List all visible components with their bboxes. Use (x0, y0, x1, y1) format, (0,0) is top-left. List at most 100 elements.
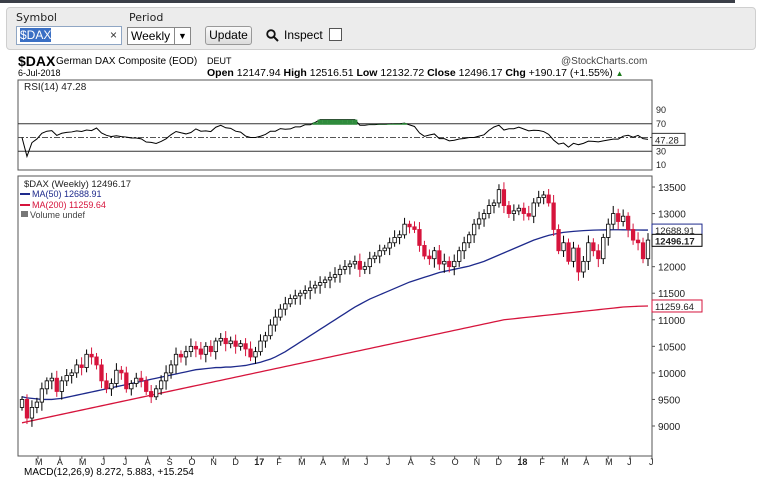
candle (403, 218, 406, 239)
candle-up (60, 381, 63, 392)
candle-up (30, 407, 33, 418)
candle (115, 363, 118, 387)
candle-down (413, 227, 416, 230)
price-tick-label: 9500 (658, 395, 681, 406)
candle (254, 347, 257, 364)
x-tick-label: A (583, 457, 589, 467)
candle-down (641, 243, 644, 259)
candle (487, 199, 490, 218)
candle (174, 348, 177, 374)
candle (502, 182, 505, 213)
candle-up (587, 243, 590, 262)
candle-down (125, 373, 128, 389)
candle-up (274, 317, 277, 325)
candle (229, 337, 232, 349)
candle (100, 359, 103, 388)
candle-down (527, 214, 530, 217)
candle-up (487, 206, 490, 214)
candle (85, 349, 88, 372)
candle-up (239, 344, 242, 347)
candle (95, 353, 98, 369)
candle-down (631, 229, 634, 240)
candle-down (105, 381, 108, 389)
x-tick-label: M (561, 457, 569, 467)
candle (105, 373, 108, 393)
candle-down (557, 229, 560, 250)
candle-up (20, 399, 23, 407)
x-tick-label: M (298, 457, 306, 467)
candle (363, 262, 366, 274)
rsi-overbought-fill (333, 120, 338, 125)
candle (55, 371, 58, 397)
candle-up (497, 190, 500, 203)
candle-up (318, 283, 321, 286)
candle (224, 331, 227, 351)
x-tick-label: N (474, 457, 481, 467)
candle-down (194, 346, 197, 349)
candle-up (169, 365, 172, 373)
candle (164, 365, 167, 389)
candle (149, 385, 152, 403)
rsi-overbought-fill (342, 120, 347, 125)
candle-down (408, 224, 411, 227)
candle (438, 245, 441, 270)
x-tick-label: 17 (254, 457, 264, 467)
candle-down (423, 245, 426, 256)
candle (20, 396, 23, 410)
candle (582, 256, 585, 278)
candle (30, 400, 33, 427)
x-tick-label: A (408, 457, 414, 467)
candle-up (532, 203, 535, 216)
candle-up (343, 267, 346, 270)
candle (621, 209, 624, 226)
x-tick-label: F (276, 457, 282, 467)
candle-down (234, 341, 237, 346)
candle-up (398, 235, 401, 238)
x-tick-label: A (145, 457, 151, 467)
candle-down (507, 206, 510, 214)
rsi-overbought-fill (387, 124, 392, 125)
candle-up (308, 288, 311, 291)
candle-down (502, 190, 505, 206)
candle (298, 290, 301, 305)
candle (184, 346, 187, 366)
rsi-tick-label: 30 (656, 146, 666, 156)
candle-up (512, 211, 515, 214)
candle (110, 378, 113, 396)
candle-up (264, 336, 267, 341)
volume-icon (21, 211, 28, 217)
close-tag-label: 12496.17 (655, 236, 695, 247)
candle (284, 297, 287, 316)
candle (413, 221, 416, 233)
candle (45, 377, 48, 394)
rsi-overbought-fill (402, 123, 407, 125)
rsi-tick-label: 70 (656, 119, 666, 129)
candle (527, 206, 530, 220)
candle-down (448, 261, 451, 266)
candle (50, 373, 53, 389)
x-tick-label: M (35, 457, 43, 467)
candle-down (636, 240, 639, 243)
price-tick-label: 13500 (658, 183, 686, 194)
candle (592, 238, 595, 256)
candle (552, 195, 555, 236)
price-tick-label: 11000 (658, 316, 686, 327)
candle (587, 235, 590, 270)
rsi-tick-label: 90 (656, 105, 666, 115)
candle (279, 304, 282, 320)
candle-up (154, 389, 157, 397)
rsi-value-label: 47.28 (655, 135, 679, 146)
candle (383, 245, 386, 255)
candle-up (229, 341, 232, 344)
candle-down (25, 399, 28, 418)
candle (467, 232, 470, 248)
candle (328, 272, 331, 288)
legend-volume: Volume undef (30, 210, 86, 220)
candle-up (363, 267, 366, 270)
candle-down (199, 349, 202, 354)
candle (616, 209, 619, 230)
price-tick-label: 12000 (658, 263, 686, 274)
candle (259, 334, 262, 355)
candle (562, 236, 565, 257)
candle (477, 212, 480, 230)
